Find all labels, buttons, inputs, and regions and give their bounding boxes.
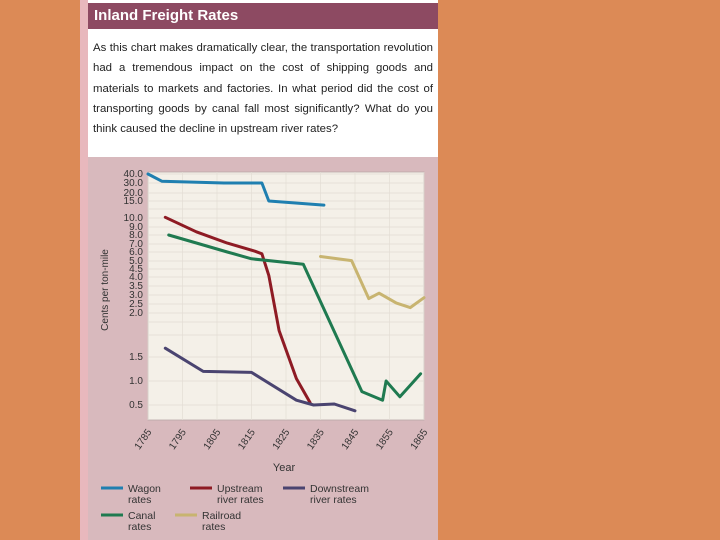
side-strip [80,0,88,540]
series-line-downstream-river-rates [163,346,357,413]
intro-text: As this chart makes dramatically clear, … [93,42,433,136]
series-line-canal-rates [167,233,423,402]
y-tick-label: 3.0 [129,290,143,301]
y-tick-label: 4.0 [129,272,143,283]
legend-label: river rates [217,494,264,506]
y-tick-label: 8.0 [129,230,143,241]
y-tick-label: 5.0 [129,256,143,267]
y-tick-label: 3.5 [129,281,143,292]
y-tick-label: 40.0 [124,169,144,180]
y-tick-label: 1.5 [129,352,143,363]
y-tick-label: 20.0 [124,188,144,199]
legend-label: Canal [128,510,155,522]
x-tick-label: 1855 [374,427,396,452]
legend-label: Wagon [128,483,161,495]
x-tick-label: 1815 [236,427,258,452]
y-tick-label: 10.0 [124,213,144,224]
x-tick-label: 1845 [340,427,362,452]
legend-label: Railroad [202,510,241,522]
y-tick-label: 1.0 [129,376,143,387]
x-tick-label: 1865 [409,427,431,452]
x-tick-label: 1835 [305,427,327,452]
y-tick-label: 2.5 [129,299,143,310]
legend-label: Downstream [310,483,369,495]
series-line-railroad-rates [319,255,426,310]
series-line-wagon-rates [146,172,326,207]
x-tick-label: 1785 [133,427,155,452]
x-tick-label: 1795 [167,427,189,452]
page-title: Inland Freight Rates [94,7,239,24]
y-tick-label: 15.0 [124,196,144,207]
y-tick-label: 4.5 [129,264,143,275]
y-tick-label: 7.0 [129,239,143,250]
x-tick-label: 1825 [271,427,293,452]
legend-label: rates [128,521,151,533]
y-tick-label: 0.5 [129,400,143,411]
y-tick-label: 9.0 [129,222,143,233]
y-tick-label: 2.0 [129,308,143,319]
x-tick-label: 1805 [202,427,224,452]
x-axis-label: Year [273,462,296,474]
y-tick-label: 30.0 [124,178,144,189]
y-tick-label: 6.0 [129,247,143,258]
legend-label: Upstream [217,483,263,495]
header-bar: Inland Freight Rates [88,3,438,29]
y-axis-label: Cents per ton-mile [100,249,111,331]
legend-label: rates [128,494,151,506]
series-line-upstream-river-rates [163,215,312,405]
legend-label: river rates [310,494,357,506]
legend-label: rates [202,521,225,533]
